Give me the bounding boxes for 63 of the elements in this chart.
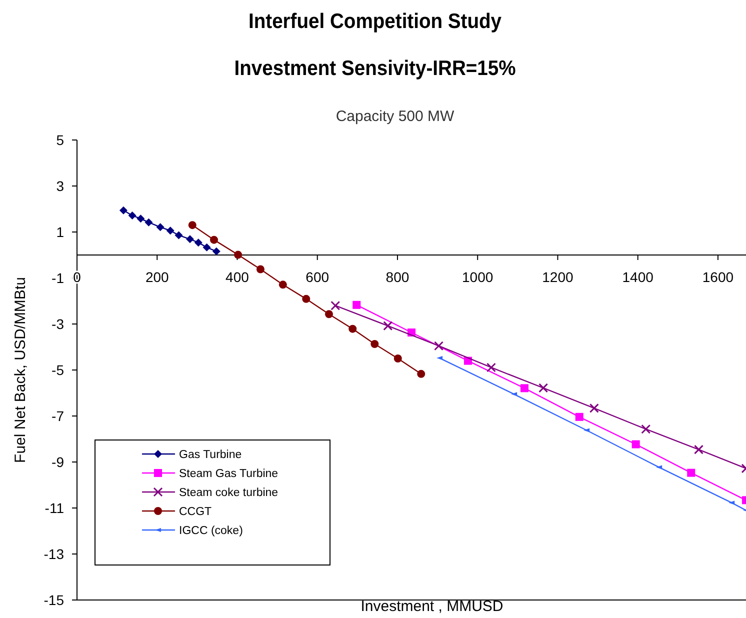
point	[417, 370, 426, 378]
legend-label: IGCC (coke)	[179, 525, 244, 537]
point	[136, 214, 145, 223]
point	[278, 280, 287, 289]
point	[212, 247, 220, 256]
x-tick-label: 1400	[622, 269, 654, 285]
y-tick-label: -3	[52, 316, 64, 332]
point	[324, 310, 333, 318]
point	[520, 384, 528, 392]
y-tick-label: -15	[44, 592, 64, 608]
y-tick-label: -7	[52, 408, 64, 424]
y-tick-label: -11	[44, 500, 64, 516]
x-tick-label: 1600	[702, 269, 734, 285]
point	[174, 231, 183, 240]
point	[394, 354, 402, 362]
legend-label: Gas Turbine	[179, 449, 242, 461]
point	[256, 265, 264, 274]
y-tick-label: 3	[56, 178, 64, 194]
y-tick-label: 1	[56, 224, 64, 240]
point	[166, 226, 174, 235]
point	[575, 412, 584, 421]
y-tick-label: -5	[52, 362, 64, 378]
point	[330, 300, 340, 310]
y-axis-title: Fuel Net Back, USD/MMBtu	[12, 277, 29, 463]
y-tick-label: -13	[44, 546, 64, 562]
point	[486, 362, 496, 372]
x-tick-label: 1000	[462, 269, 494, 285]
point	[194, 238, 202, 247]
point	[641, 424, 651, 434]
chart-subtitle: Capacity 500 MW	[336, 108, 456, 125]
point	[156, 223, 164, 232]
point	[538, 383, 548, 393]
x-tick-label: 200	[145, 269, 170, 285]
chart-title: Interfuel Competition Study Investment Sensivity-IRR=15%	[234, 10, 516, 80]
point	[210, 236, 218, 244]
point	[370, 340, 379, 348]
point	[188, 221, 196, 230]
point	[144, 218, 153, 226]
y-tick-label: -9	[52, 454, 64, 470]
point	[234, 250, 242, 259]
point	[119, 206, 128, 214]
point	[352, 300, 361, 309]
x-tick-label: 800	[386, 269, 410, 285]
y-tick-label: 5	[56, 132, 64, 148]
point	[128, 211, 136, 220]
legend-label: CCGT	[179, 506, 212, 518]
point	[632, 440, 640, 448]
point	[687, 468, 696, 477]
x-tick-label: 400	[226, 269, 250, 285]
x-axis-title: Investment , MMUSD	[360, 598, 504, 615]
x-tick-label: 600	[306, 269, 330, 285]
point	[302, 294, 310, 303]
point	[348, 324, 357, 333]
point	[202, 243, 211, 252]
point	[186, 235, 194, 244]
legend-label: Steam coke turbine	[179, 487, 278, 499]
y-tick-label: -1	[52, 270, 64, 286]
point	[589, 403, 599, 413]
point	[694, 444, 704, 454]
x-tick-label: 1200	[542, 269, 574, 285]
point	[383, 321, 393, 331]
legend-label: Steam Gas Turbine	[179, 468, 278, 480]
point	[434, 341, 444, 351]
